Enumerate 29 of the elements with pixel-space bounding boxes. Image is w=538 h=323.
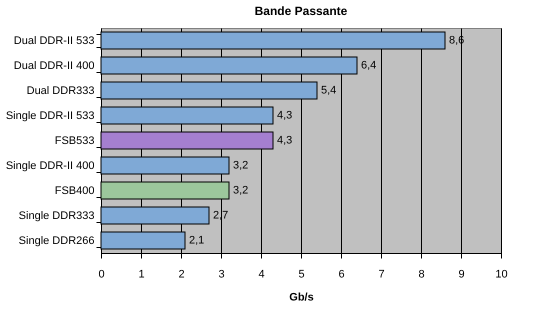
y-tick-label: Single DDR333 — [18, 210, 94, 222]
y-tick-label: FSB400 — [54, 185, 94, 197]
data-label: 6,4 — [361, 60, 376, 72]
x-tick-label: 8 — [418, 268, 425, 280]
chart-title: Bande Passante — [254, 4, 348, 18]
y-tick-label: Single DDR266 — [18, 235, 94, 247]
x-tick-label: 7 — [378, 268, 385, 280]
data-label: 5,4 — [321, 84, 336, 96]
x-tick-label: 1 — [138, 268, 145, 280]
data-label: 3,2 — [233, 184, 248, 196]
y-tick-label: Single DDR-II 533 — [6, 110, 94, 122]
x-tick-label: 6 — [338, 268, 345, 280]
x-tick-label: 3 — [218, 268, 225, 280]
data-label: 4,3 — [277, 110, 292, 122]
data-label: 4,3 — [277, 134, 292, 146]
data-label: 3,2 — [233, 160, 248, 172]
y-tick-label: Dual DDR333 — [26, 85, 94, 97]
x-tick-label: 5 — [298, 268, 305, 280]
y-tick-label: FSB533 — [54, 135, 94, 147]
y-tick-label: Dual DDR-II 400 — [14, 60, 94, 72]
x-tick-label: 0 — [98, 268, 105, 280]
x-tick-label: 2 — [178, 268, 185, 280]
x-axis-title: Gb/s — [289, 292, 314, 304]
x-tick-label: 9 — [458, 268, 465, 280]
x-tick-label: 4 — [258, 268, 265, 280]
y-tick-label: Single DDR-II 400 — [6, 160, 94, 172]
x-tick-label: 10 — [495, 268, 508, 280]
y-tick-label: Dual DDR-II 533 — [14, 35, 94, 47]
data-label: 2,1 — [189, 234, 204, 246]
